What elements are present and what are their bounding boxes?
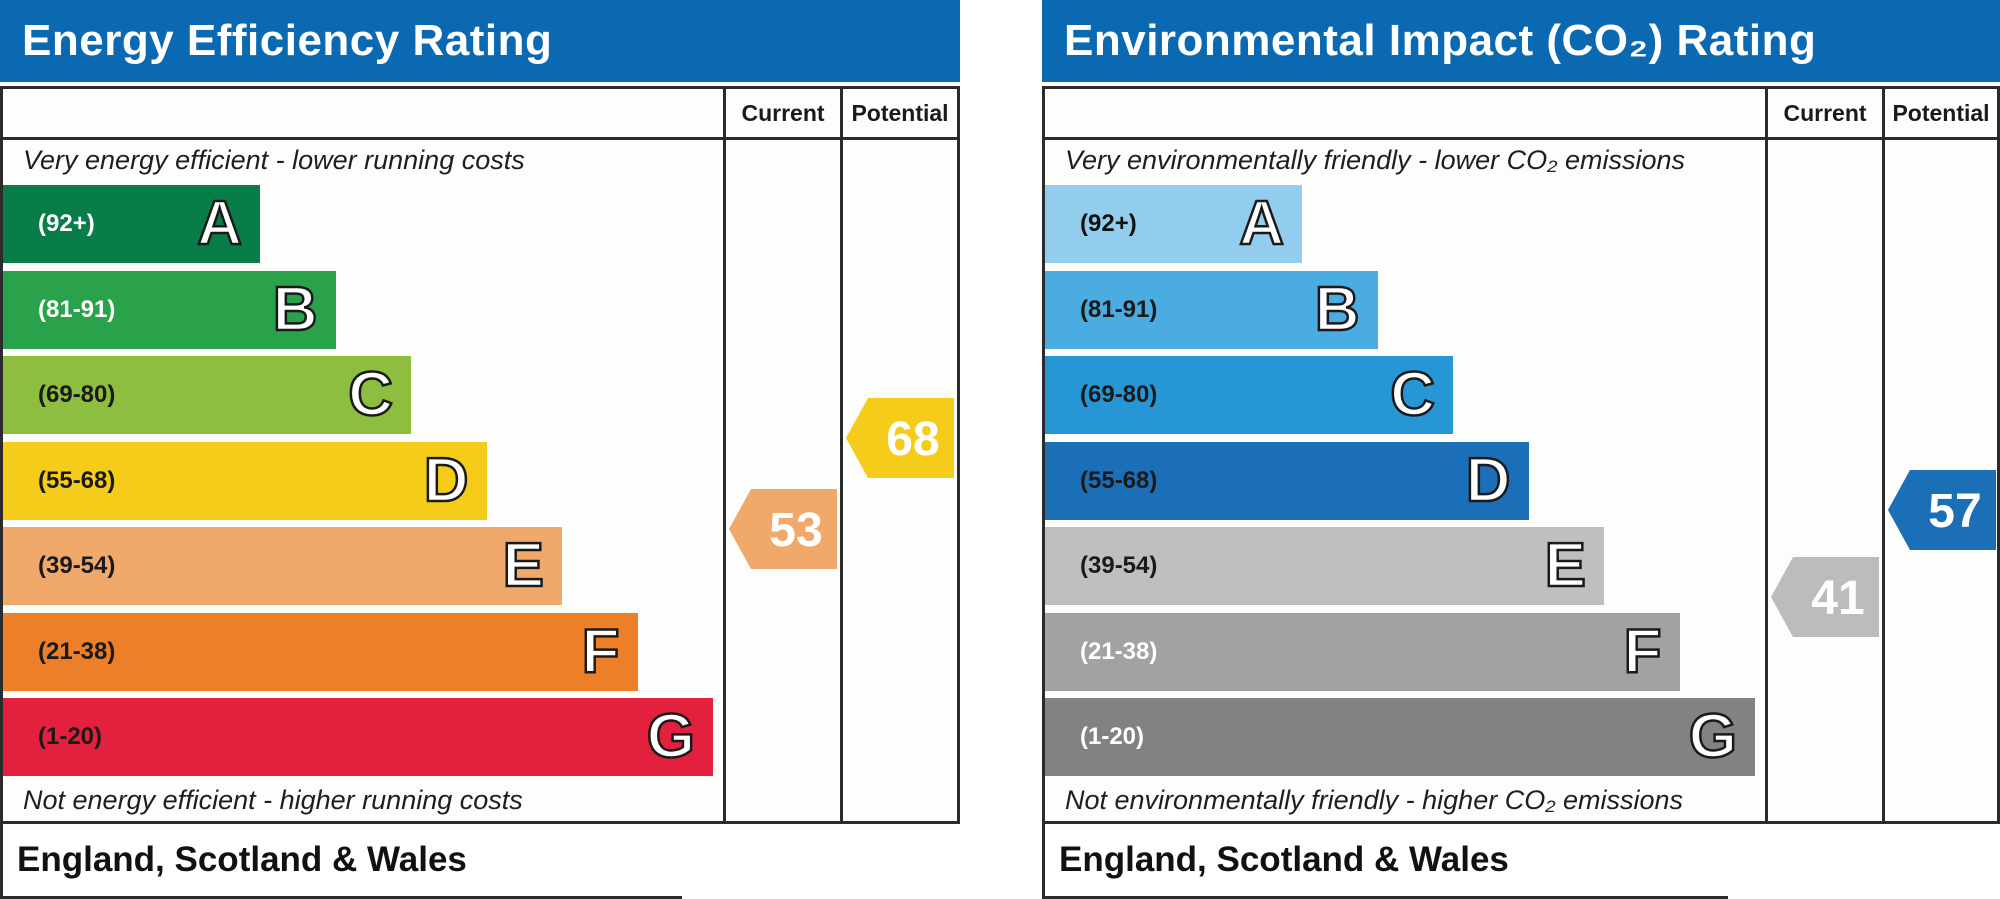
band-b: (81-91) B [1045,270,1378,349]
band-range: (1-20) [38,723,103,750]
potential-rating-value: 68 [886,413,939,466]
current-rating-value: 41 [1811,572,1864,625]
current-column-header: Current [1783,99,1867,126]
header-divider [3,137,957,140]
bottom-caption: Not energy efficient - higher running co… [23,785,523,815]
band-e: (39-54) E [1045,527,1604,605]
panel-title: Environmental Impact (CO₂) Rating [1042,0,2000,82]
band-letter: C [1389,360,1436,429]
band-c: (69-80) C [3,356,411,434]
band-g: (1-20) G [1045,698,1755,776]
panel-title-text: Environmental Impact (CO₂) Rating [1064,16,1817,65]
band-e: (39-54) E [3,527,562,605]
band-letter: A [196,189,243,258]
band-range: (92+) [38,210,95,237]
band-range: (92+) [1080,210,1137,237]
environmental-impact-panel: Environmental Impact (CO₂) Rating Curren… [1042,0,2000,899]
band-f: (21-38) F [1045,612,1680,691]
potential-rating-arrow: 68 [846,398,954,478]
region-footer: England, Scotland & Wales [1042,824,1728,899]
band-letter: F [1622,616,1662,686]
column-divider [723,89,726,821]
column-divider [1765,89,1768,821]
band-letter: A [1238,189,1285,258]
rating-frame: Current Potential Very environmentally f… [1042,86,2000,824]
band-range: (1-20) [1080,723,1145,750]
band-letter: E [501,531,545,600]
current-rating-value: 53 [769,504,822,557]
band-letter: B [1313,274,1360,344]
potential-rating-marker [1888,470,1996,550]
band-f: (21-38) F [3,612,638,691]
band-a: (92+) A [3,185,260,263]
band-range: (55-68) [38,466,116,494]
band-a: (92+) A [1045,185,1302,263]
band-range: (81-91) [1080,295,1158,323]
band-letter: D [1464,445,1511,515]
band-letter: D [422,445,469,515]
potential-rating-value: 57 [1928,485,1981,538]
current-rating-arrow: 53 [729,489,837,569]
current-rating-marker [729,489,837,569]
top-caption: Very environmentally friendly - lower CO… [1065,145,1685,175]
column-divider [840,89,843,821]
band-d: (55-68) D [3,441,487,520]
panel-title: Energy Efficiency Rating [0,0,960,82]
band-letter: B [271,274,318,344]
band-range: (81-91) [38,295,116,323]
band-letter: G [646,702,697,771]
potential-column-header: Potential [1892,99,1990,126]
band-g: (1-20) G [3,698,713,776]
band-letter: E [1543,531,1587,600]
band-range: (69-80) [38,381,116,408]
top-caption: Very energy efficient - lower running co… [23,145,525,175]
band-d: (55-68) D [1045,441,1529,520]
potential-rating-arrow: 57 [1888,470,1996,550]
band-range: (21-38) [1080,637,1158,665]
energy-efficiency-panel: Energy Efficiency Rating Current Potenti… [0,0,960,899]
band-b: (81-91) B [3,270,336,349]
band-letter: F [580,616,620,686]
band-letter: C [347,360,394,429]
column-divider [1882,89,1885,821]
band-c: (69-80) C [1045,356,1453,434]
band-range: (39-54) [38,552,116,579]
band-range: (55-68) [1080,466,1158,494]
current-rating-marker [1771,557,1879,637]
rating-frame: Current Potential Very energy efficient … [0,86,960,824]
region-footer: England, Scotland & Wales [0,824,682,899]
current-rating-arrow: 41 [1771,557,1879,637]
band-range: (21-38) [38,637,116,665]
band-range: (39-54) [1080,552,1158,579]
bottom-caption: Not environmentally friendly - higher CO… [1065,785,1684,815]
header-divider [1045,137,1997,140]
potential-column-header: Potential [851,99,949,126]
band-range: (69-80) [1080,381,1158,408]
potential-rating-marker [846,398,954,478]
band-letter: G [1688,702,1739,771]
current-column-header: Current [741,99,825,126]
